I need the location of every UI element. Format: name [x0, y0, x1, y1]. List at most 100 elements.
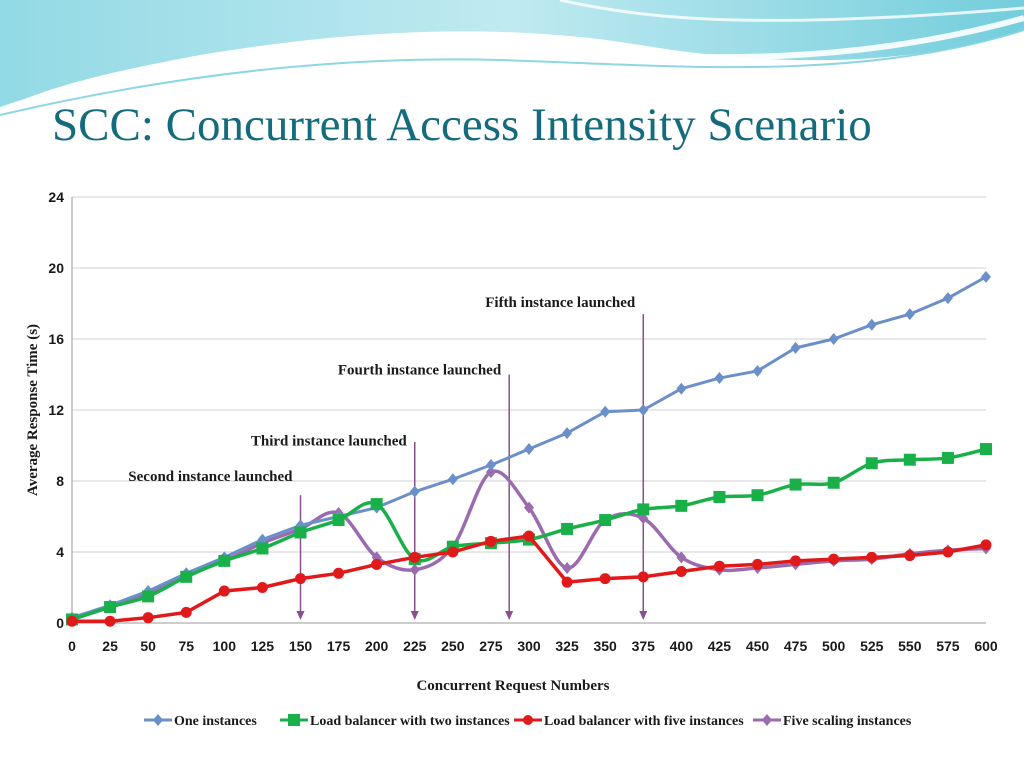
y-tick-label: 8: [56, 473, 64, 489]
data-point: [409, 563, 420, 576]
data-point: [523, 530, 535, 542]
series-layer: [66, 270, 992, 627]
data-point: [904, 308, 915, 321]
x-tick-label: 550: [898, 638, 922, 654]
data-point: [561, 522, 574, 535]
data-point: [447, 473, 458, 486]
data-point: [790, 341, 801, 354]
data-point: [675, 566, 687, 578]
data-point: [485, 466, 496, 479]
legend-swatch-marker: [288, 714, 300, 726]
data-point: [332, 514, 345, 527]
data-point: [676, 551, 687, 564]
data-point: [637, 571, 649, 583]
data-point: [828, 333, 839, 345]
data-point: [790, 555, 802, 567]
data-point: [142, 612, 154, 624]
data-point: [676, 382, 687, 395]
data-point: [942, 546, 954, 558]
annotation-arrowhead: [296, 611, 305, 620]
x-tick-label: 450: [746, 638, 770, 654]
x-tick-label: 50: [140, 638, 156, 654]
data-point: [447, 546, 459, 558]
data-point: [524, 501, 534, 514]
data-point: [866, 318, 877, 331]
annotation-label: Second instance launched: [128, 469, 293, 485]
x-tick-label: 300: [517, 638, 541, 654]
data-point: [562, 427, 573, 440]
annotation-label: Third instance launched: [251, 434, 408, 450]
x-tick-label: 150: [289, 638, 313, 654]
annotation-label: Fifth instance launched: [485, 295, 636, 311]
legend-label: Load balancer with five instances: [544, 714, 744, 729]
y-axis-title: Average Response Time (s): [25, 324, 41, 496]
x-tick-label: 225: [403, 638, 427, 654]
data-point: [789, 478, 802, 491]
y-tick-label: 4: [56, 544, 64, 560]
data-point: [980, 443, 992, 456]
x-tick-label: 250: [441, 638, 465, 654]
tick-layer: 0 4 8 12 16 20 24 0 25 50 75 100 125 150 175 200 225 250 2…: [48, 189, 997, 654]
data-point: [218, 585, 230, 597]
annotation-layer: Second instance launched Third instance l…: [128, 295, 648, 620]
data-point: [866, 551, 878, 563]
data-point: [562, 561, 573, 574]
data-point: [371, 558, 383, 570]
data-point: [827, 476, 840, 489]
data-point: [714, 372, 725, 385]
data-point: [751, 489, 764, 502]
data-point: [294, 526, 307, 539]
data-point: [256, 542, 269, 555]
legend-label: One instances: [174, 714, 257, 729]
data-point: [524, 443, 534, 456]
data-point: [980, 539, 992, 551]
x-tick-label: 0: [68, 638, 76, 654]
chart-grid: [71, 196, 986, 624]
y-tick-label: 16: [48, 331, 64, 347]
data-point: [675, 499, 688, 512]
data-point: [333, 567, 345, 579]
x-tick-label: 175: [327, 638, 351, 654]
y-tick-label: 12: [48, 402, 64, 418]
x-tick-label: 400: [670, 638, 694, 654]
legend-swatch-marker: [762, 714, 772, 726]
annotation-label: Fourth instance launched: [338, 363, 502, 379]
x-tick-label: 575: [936, 638, 960, 654]
x-tick-label: 600: [974, 638, 998, 654]
data-point: [409, 551, 421, 563]
chart-legend: One instances Load balancer with two inst…: [144, 714, 912, 729]
annotation-arrowhead: [639, 611, 648, 620]
x-tick-label: 75: [178, 638, 194, 654]
x-tick-label: 525: [860, 638, 884, 654]
data-point: [941, 451, 954, 464]
data-point: [713, 490, 726, 503]
data-point: [637, 503, 650, 516]
data-point: [180, 606, 192, 618]
data-point: [752, 558, 763, 570]
series-2: [66, 530, 992, 627]
x-tick-label: 25: [102, 638, 118, 654]
data-point: [104, 601, 117, 614]
x-tick-label: 500: [822, 638, 846, 654]
data-point: [485, 535, 497, 547]
data-point: [865, 457, 878, 470]
data-point: [904, 550, 916, 562]
slide-title: SCC: Concurrent Access Intensity Scenari…: [52, 99, 872, 151]
y-tick-label: 24: [48, 189, 64, 205]
x-tick-label: 275: [479, 638, 503, 654]
chart-background: [20, 180, 1004, 740]
legend-swatch-marker: [153, 714, 163, 726]
data-point: [599, 573, 611, 585]
x-tick-label: 350: [593, 638, 617, 654]
data-point: [104, 615, 116, 627]
x-tick-label: 200: [365, 638, 389, 654]
x-tick-label: 425: [708, 638, 732, 654]
x-tick-label: 475: [784, 638, 808, 654]
x-tick-label: 125: [251, 638, 275, 654]
data-point: [638, 404, 649, 416]
data-point: [981, 270, 991, 283]
data-point: [142, 590, 155, 603]
legend-label: Load balancer with two instances: [310, 714, 510, 729]
